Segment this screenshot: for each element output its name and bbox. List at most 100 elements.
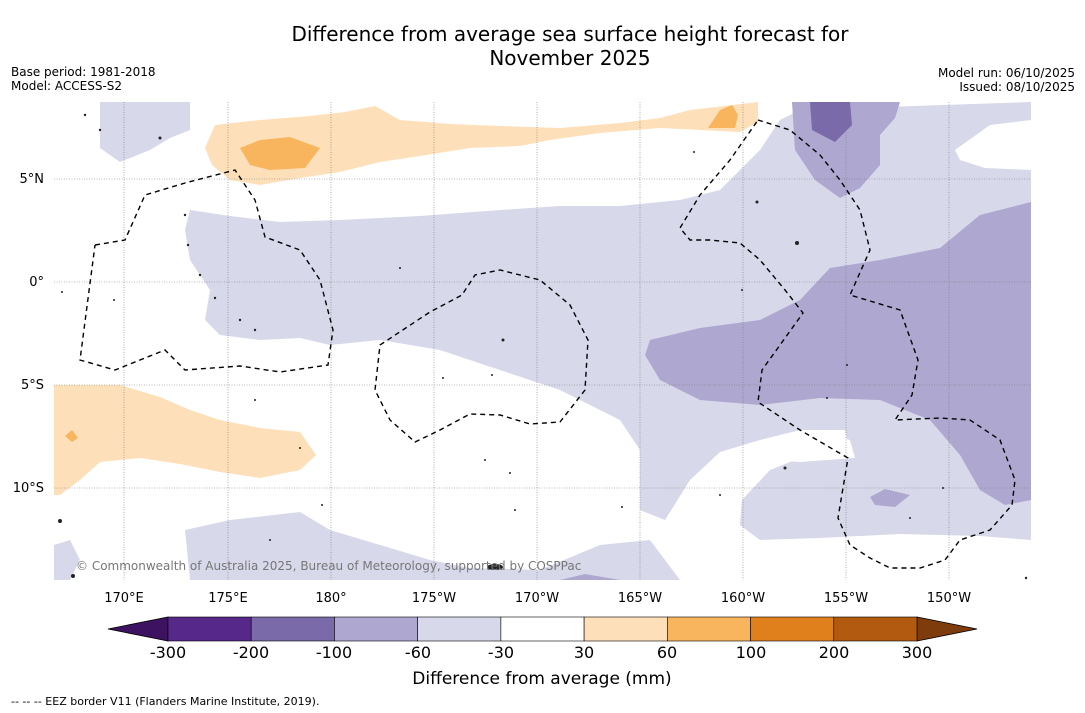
latitude-labels: 5°N 0° 5°S 10°S xyxy=(13,172,44,496)
lat-label-5s: 5°S xyxy=(21,378,44,393)
island xyxy=(719,494,721,496)
island xyxy=(755,200,759,204)
colorbar-cell xyxy=(833,616,918,642)
island xyxy=(183,213,187,217)
colorbar-arrow-left xyxy=(107,616,169,642)
island xyxy=(186,243,190,247)
longitude-labels: 170°E 175°E 180° 175°W 170°W 165°W 160°W… xyxy=(104,591,971,606)
island xyxy=(71,574,75,578)
shade-medium-purple-south xyxy=(560,574,620,580)
island xyxy=(253,328,257,332)
island xyxy=(198,273,202,277)
colorbar-cell xyxy=(250,616,335,642)
island xyxy=(269,539,271,541)
lat-label-5n: 5°N xyxy=(20,172,45,187)
island xyxy=(621,506,623,508)
model-run: Model run: 06/10/2025 xyxy=(937,66,1075,80)
lon-label-160w: 160°W xyxy=(721,591,765,606)
lon-label-155w: 155°W xyxy=(824,591,868,606)
eez-border-central xyxy=(374,269,589,443)
island xyxy=(514,509,516,511)
island xyxy=(795,241,799,245)
shade-light-orange-north xyxy=(205,102,758,185)
colorbar-tick-labels: -300 -200 -100 -60 -30 30 60 100 200 300 xyxy=(150,643,932,662)
colorbar-tick-label: -60 xyxy=(405,643,431,662)
island xyxy=(693,151,695,153)
colorbar-tick-label: 100 xyxy=(736,643,767,662)
island xyxy=(254,399,256,401)
shade-white-east xyxy=(765,432,855,462)
island xyxy=(442,377,444,379)
info-right: Model run: 06/10/2025 Issued: 08/10/2025 xyxy=(938,66,1075,94)
map-title-line-1: Difference from average sea surface heig… xyxy=(291,22,849,46)
shade-medium-purple-patch xyxy=(870,489,910,507)
island xyxy=(61,291,63,293)
island xyxy=(783,466,787,470)
lon-label-175e: 175°E xyxy=(208,591,248,606)
island xyxy=(484,459,486,461)
lat-label-10s: 10°S xyxy=(13,481,44,496)
map-title: Difference from average sea surface heig… xyxy=(0,22,1085,70)
issued-date: Issued: 08/10/2025 xyxy=(959,80,1075,94)
colorbar-cell xyxy=(167,616,252,642)
island xyxy=(98,128,102,132)
colorbar: -300 -200 -100 -60 -30 30 60 100 200 300… xyxy=(107,616,978,689)
island xyxy=(491,374,493,376)
colorbar-cells xyxy=(167,616,918,642)
eez-legend-note: -- -- -- EEZ border V11 (Flanders Marine… xyxy=(11,695,320,708)
colorbar-cell xyxy=(667,616,751,642)
island xyxy=(238,318,242,322)
island xyxy=(83,113,87,117)
lon-label-175w: 175°W xyxy=(412,591,456,606)
lon-label-170w: 170°W xyxy=(515,591,559,606)
colorbar-cell xyxy=(750,616,835,642)
shade-light-purple-south xyxy=(185,512,680,580)
colorbar-tick-label: -100 xyxy=(316,643,352,662)
islands xyxy=(58,113,1028,580)
shade-light-purple-northwest xyxy=(100,102,190,162)
info-left: Base period: 1981-2018 Model: ACCESS-S2 xyxy=(11,65,156,93)
gridlines xyxy=(54,102,1031,580)
base-period: Base period: 1981-2018 xyxy=(11,65,156,79)
shade-orange-northeast xyxy=(708,105,738,128)
shade-orange-north xyxy=(240,137,320,170)
island xyxy=(741,289,743,291)
model-name: Model: ACCESS-S2 xyxy=(11,79,123,93)
shade-dark-purple-northeast xyxy=(810,102,852,142)
eez-border-west xyxy=(79,169,334,373)
island xyxy=(501,338,505,342)
colorbar-tick-label: 200 xyxy=(819,643,850,662)
island xyxy=(299,447,301,449)
eez-border-east xyxy=(679,119,1016,569)
island xyxy=(321,504,323,506)
colorbar-cell xyxy=(583,616,668,642)
lat-label-0: 0° xyxy=(29,275,44,290)
island xyxy=(509,472,511,474)
map-title-line-2: November 2025 xyxy=(489,46,651,70)
island xyxy=(909,517,911,519)
copyright-notice: © Commonwealth of Australia 2025, Bureau… xyxy=(76,559,581,573)
shade-white-northeast xyxy=(955,120,1031,170)
map-area: © Commonwealth of Australia 2025, Bureau… xyxy=(54,102,1031,580)
colorbar-tick-label: -200 xyxy=(233,643,269,662)
shade-orange-southwest xyxy=(65,430,78,442)
colorbar-tick-label: -30 xyxy=(488,643,514,662)
shade-light-purple-southwest xyxy=(54,540,80,580)
lon-label-170e: 170°E xyxy=(104,591,144,606)
colorbar-tick-label: 60 xyxy=(657,643,677,662)
shade-medium-purple-east xyxy=(645,202,1031,505)
colorbar-title: Difference from average (mm) xyxy=(412,669,671,689)
colorbar-cell xyxy=(500,616,585,642)
shade-light-purple-central xyxy=(185,102,1031,540)
colorbar-cell xyxy=(334,616,418,642)
island xyxy=(158,136,162,140)
colorbar-cell xyxy=(417,616,502,642)
island xyxy=(113,299,115,301)
island xyxy=(58,519,62,523)
island xyxy=(942,487,944,489)
island xyxy=(399,267,401,269)
lon-label-165w: 165°W xyxy=(618,591,662,606)
colorbar-tick-label: 30 xyxy=(574,643,594,662)
colorbar-tick-label: -300 xyxy=(150,643,186,662)
